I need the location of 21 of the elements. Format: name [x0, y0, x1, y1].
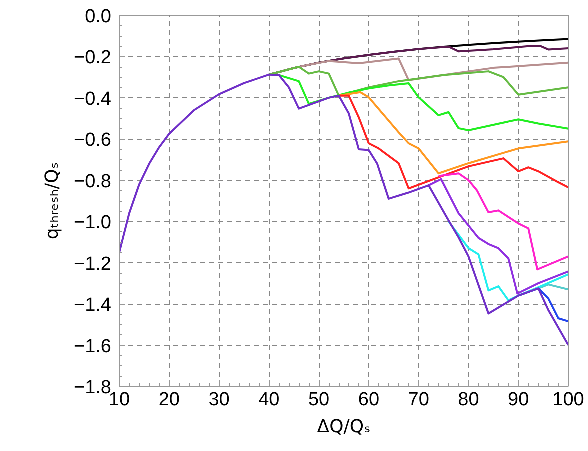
x-tick-label: 70 [408, 390, 430, 410]
x-tick-label: 30 [208, 390, 230, 410]
x-tick-label: 40 [258, 390, 280, 410]
y-tick-label: −1.6 [74, 336, 112, 358]
x-tick-label: 90 [508, 390, 530, 410]
y-tick-label: −0.4 [74, 88, 112, 110]
y-axis-title: qₜₕᵣₑₛₕ/Qₛ [42, 162, 63, 240]
x-axis-title: ΔQ/Qₛ [317, 416, 371, 438]
y-tick-label: 0.0 [85, 6, 112, 28]
y-tick-label: −0.8 [74, 171, 112, 192]
y-tick-label: −1.4 [74, 295, 112, 316]
x-tick-label: 80 [458, 390, 480, 410]
y-tick-label: −1.8 [74, 378, 112, 398]
x-tick-label: 60 [358, 390, 380, 410]
x-tick-label: 100 [552, 390, 584, 410]
y-tick-label: −1.0 [74, 212, 112, 234]
y-tick-label: −0.6 [74, 130, 112, 152]
y-tick-label: −0.2 [74, 48, 112, 69]
x-tick-label: 50 [308, 390, 330, 410]
y-tick-label: −1.2 [74, 254, 112, 275]
x-tick-label: 20 [158, 390, 180, 410]
